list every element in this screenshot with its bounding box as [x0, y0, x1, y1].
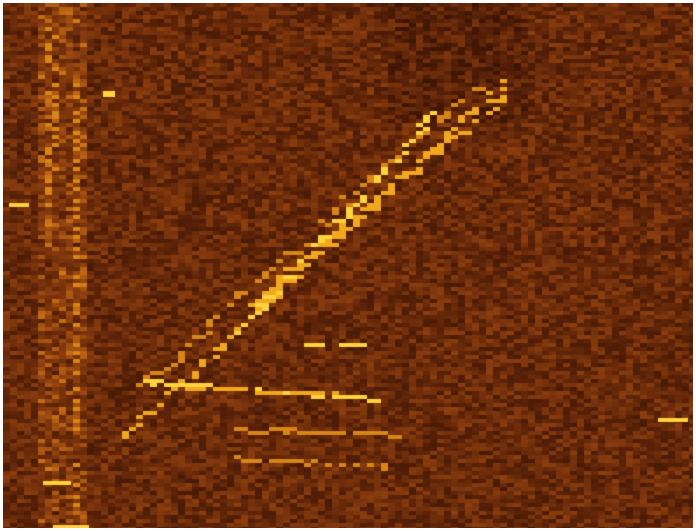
- bright-traces: [3, 3, 693, 528]
- heatmap-frame: [3, 3, 693, 528]
